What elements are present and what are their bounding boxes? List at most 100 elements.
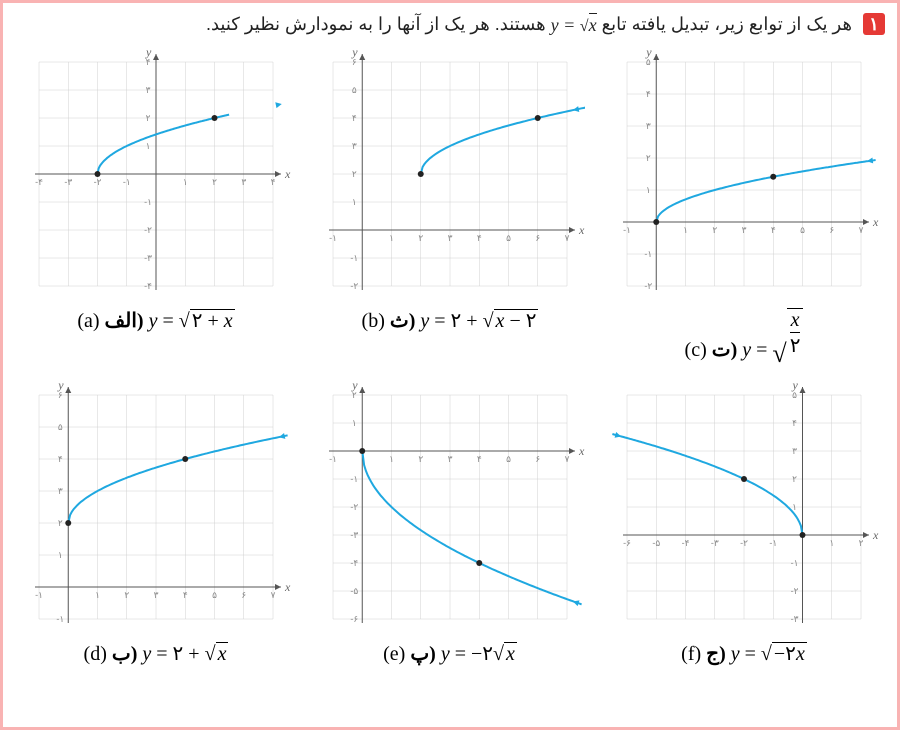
svg-text:۲: ۲ xyxy=(58,518,63,528)
svg-text:۱: ۱ xyxy=(58,550,63,560)
chart-cell-a: xy-۴-۳-۲-۱۱۲۳۴-۴-۳-۲-۱۱۲۳۴(a) الف) y = √… xyxy=(15,44,297,369)
svg-text:-۴: -۴ xyxy=(35,177,43,187)
svg-text:x: x xyxy=(284,167,291,181)
chart-cell-e: xy-۱۱۲۳۴۵۶۷-۶-۵-۴-۳-۲-۱۱۲(e) پ) y = −۲√x xyxy=(309,377,591,702)
svg-text:۷: ۷ xyxy=(565,454,570,464)
svg-text:۲: ۲ xyxy=(352,390,357,400)
header-formula: y = √x xyxy=(551,15,597,36)
problem-number-badge: ۱ xyxy=(863,13,885,35)
svg-text:-۲: -۲ xyxy=(350,281,358,291)
chart-c: xy-۱۱۲۳۴۵۶۷-۲-۱۱۲۳۴۵ xyxy=(609,44,879,304)
svg-text:-۱: -۱ xyxy=(56,614,64,624)
svg-text:x: x xyxy=(578,444,585,458)
svg-text:۳: ۳ xyxy=(646,121,651,131)
chart-cell-b: xy-۱۱۲۳۴۵۶۷-۲-۱۱۲۳۴۵۶(b) ث) y = ۲ + √x −… xyxy=(309,44,591,369)
svg-text:۶: ۶ xyxy=(535,233,540,243)
svg-text:۳: ۳ xyxy=(448,233,453,243)
svg-text:-۴: -۴ xyxy=(144,281,152,291)
svg-text:۱: ۱ xyxy=(389,454,394,464)
svg-text:-۲: -۲ xyxy=(791,586,799,596)
chart-e: xy-۱۱۲۳۴۵۶۷-۶-۵-۴-۳-۲-۱۱۲ xyxy=(315,377,585,637)
svg-text:۵: ۵ xyxy=(792,390,797,400)
svg-text:-۲: -۲ xyxy=(144,225,152,235)
svg-text:۴: ۴ xyxy=(792,418,797,428)
svg-text:-۲: -۲ xyxy=(94,177,102,187)
svg-text:۱: ۱ xyxy=(352,418,357,428)
caption-d: (d) ب) y = ۲ + √x xyxy=(84,641,229,666)
svg-text:-۴: -۴ xyxy=(350,558,358,568)
svg-text:-۱: -۱ xyxy=(35,590,43,600)
svg-text:۳: ۳ xyxy=(146,85,151,95)
svg-text:۵: ۵ xyxy=(212,590,217,600)
svg-text:۲: ۲ xyxy=(418,233,423,243)
svg-text:۶: ۶ xyxy=(535,454,540,464)
svg-text:۵: ۵ xyxy=(58,422,63,432)
svg-text:۲: ۲ xyxy=(352,169,357,179)
svg-text:-۱: -۱ xyxy=(791,558,799,568)
svg-text:۴: ۴ xyxy=(271,177,276,187)
svg-text:-۳: -۳ xyxy=(144,253,152,263)
svg-text:۲: ۲ xyxy=(646,153,651,163)
header-text-after: هستند. هر یک از آنها را به نمودارش نظیر … xyxy=(206,14,546,34)
svg-text:۱: ۱ xyxy=(352,197,357,207)
chart-cell-c: xy-۱۱۲۳۴۵۶۷-۲-۱۱۲۳۴۵(c) ت) y = √x۲ xyxy=(603,44,885,369)
svg-text:۳: ۳ xyxy=(241,177,246,187)
svg-text:x: x xyxy=(872,528,879,542)
svg-text:-۱: -۱ xyxy=(623,225,631,235)
svg-text:-۵: -۵ xyxy=(350,586,358,596)
svg-text:۳: ۳ xyxy=(742,225,747,235)
svg-text:-۱: -۱ xyxy=(644,249,652,259)
chart-b: xy-۱۱۲۳۴۵۶۷-۲-۱۱۲۳۴۵۶ xyxy=(315,44,585,304)
svg-text:۷: ۷ xyxy=(859,225,864,235)
svg-text:۲: ۲ xyxy=(212,177,217,187)
chart-grid: xy-۴-۳-۲-۱۱۲۳۴-۴-۳-۲-۱۱۲۳۴(a) الف) y = √… xyxy=(15,44,885,702)
chart-d: xy-۱۱۲۳۴۵۶۷-۱۱۲۳۴۵۶ xyxy=(21,377,291,637)
svg-text:۵: ۵ xyxy=(506,454,511,464)
header-text-before: هر یک از توابع زیر، تبدیل یافته تابع xyxy=(602,14,852,34)
svg-text:۲: ۲ xyxy=(792,474,797,484)
svg-text:-۶: -۶ xyxy=(350,614,358,624)
svg-text:۶: ۶ xyxy=(352,57,357,67)
svg-text:۴: ۴ xyxy=(183,590,188,600)
svg-text:-۱: -۱ xyxy=(329,454,337,464)
svg-text:۴: ۴ xyxy=(477,233,482,243)
svg-text:۴: ۴ xyxy=(477,454,482,464)
svg-text:۳: ۳ xyxy=(792,446,797,456)
svg-text:x: x xyxy=(284,580,291,594)
svg-text:۶: ۶ xyxy=(829,225,834,235)
svg-text:-۲: -۲ xyxy=(740,538,748,548)
svg-text:۳: ۳ xyxy=(58,486,63,496)
svg-text:۱: ۱ xyxy=(95,590,100,600)
svg-text:-۳: -۳ xyxy=(64,177,72,187)
svg-text:-۳: -۳ xyxy=(791,614,799,624)
svg-text:۱: ۱ xyxy=(389,233,394,243)
svg-text:۲: ۲ xyxy=(124,590,129,600)
svg-text:x: x xyxy=(578,223,585,237)
caption-a: (a) الف) y = √۲ + x xyxy=(77,308,234,333)
svg-text:-۳: -۳ xyxy=(711,538,719,548)
svg-text:۶: ۶ xyxy=(241,590,246,600)
svg-text:۱: ۱ xyxy=(792,502,797,512)
svg-text:۲: ۲ xyxy=(712,225,717,235)
svg-text:-۱: -۱ xyxy=(350,253,358,263)
chart-f: xy-۶-۵-۴-۳-۲-۱۱۲-۳-۲-۱۱۲۳۴۵ xyxy=(609,377,879,637)
svg-text:-۴: -۴ xyxy=(682,538,690,548)
svg-text:۱: ۱ xyxy=(829,538,834,548)
svg-text:۳: ۳ xyxy=(154,590,159,600)
svg-text:-۱: -۱ xyxy=(123,177,131,187)
svg-text:-۶: -۶ xyxy=(623,538,631,548)
chart-a: xy-۴-۳-۲-۱۱۲۳۴-۴-۳-۲-۱۱۲۳۴ xyxy=(21,44,291,304)
svg-text:-۳: -۳ xyxy=(350,530,358,540)
caption-e: (e) پ) y = −۲√x xyxy=(383,641,517,666)
chart-cell-d: xy-۱۱۲۳۴۵۶۷-۱۱۲۳۴۵۶(d) ب) y = ۲ + √x xyxy=(15,377,297,702)
caption-b: (b) ث) y = ۲ + √x − ۲ xyxy=(362,308,539,333)
svg-text:-۵: -۵ xyxy=(652,538,660,548)
svg-text:-۱: -۱ xyxy=(769,538,777,548)
svg-text:۱: ۱ xyxy=(646,185,651,195)
svg-text:۶: ۶ xyxy=(58,390,63,400)
svg-text:۴: ۴ xyxy=(352,113,357,123)
svg-text:-۱: -۱ xyxy=(144,197,152,207)
caption-f: (f) ج) y = √−۲x xyxy=(681,641,807,666)
chart-cell-f: xy-۶-۵-۴-۳-۲-۱۱۲-۳-۲-۱۱۲۳۴۵(f) ج) y = √−… xyxy=(603,377,885,702)
svg-text:۵: ۵ xyxy=(800,225,805,235)
